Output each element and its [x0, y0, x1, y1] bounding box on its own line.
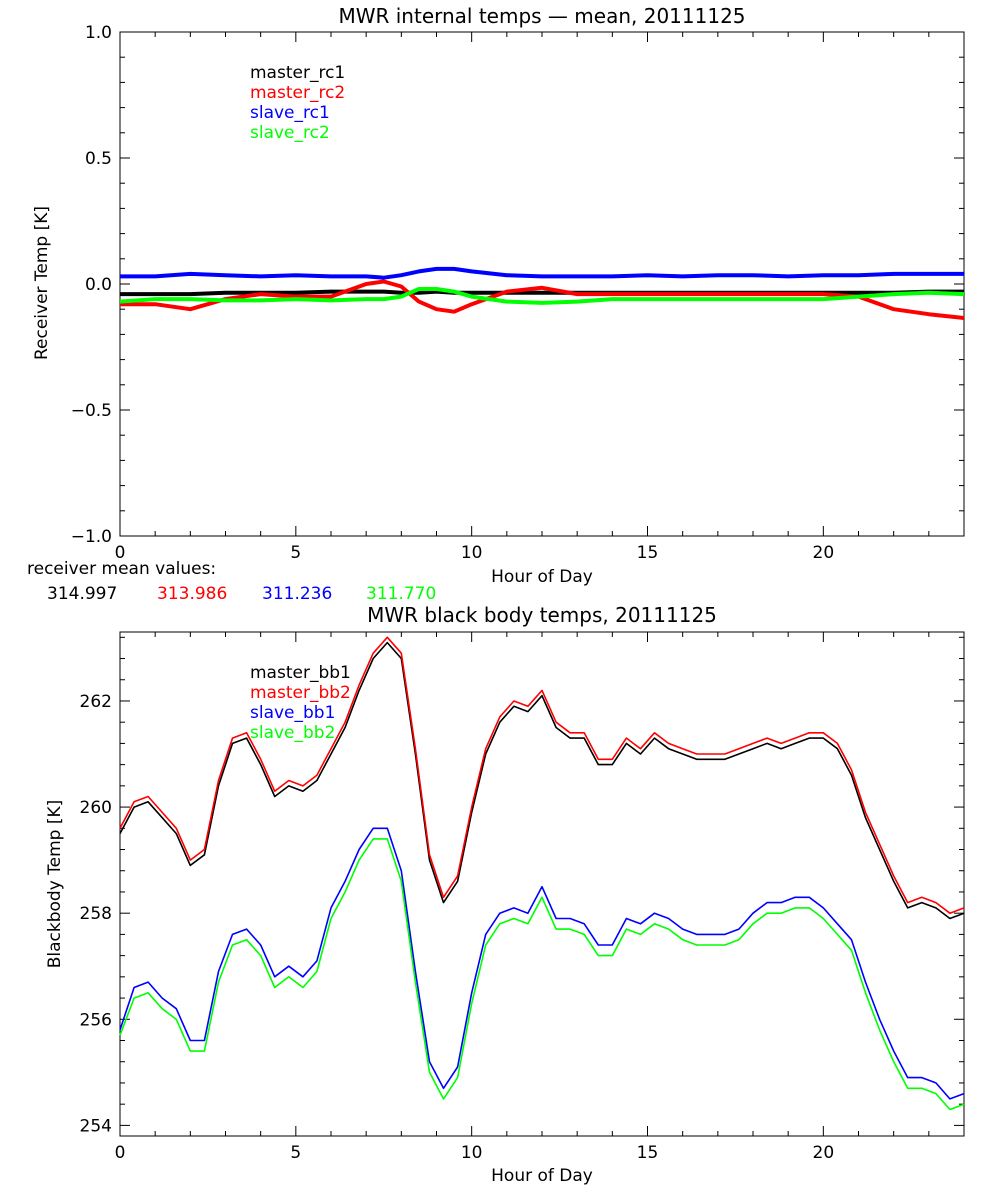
bottom-xtick-label: 10 [461, 1143, 483, 1163]
top-chart-xlabel: Hour of Day [491, 567, 593, 587]
top-legend-master-rc2: master_rc2 [250, 83, 345, 103]
receiver-mean-slave-rc2: 311.770 [366, 584, 436, 604]
bottom-legend-slave-bb1: slave_bb1 [250, 703, 335, 723]
top-ytick-label: 0.0 [85, 275, 112, 295]
bottom-chart-xlabel: Hour of Day [491, 1166, 593, 1186]
bottom-ytick-label: 256 [80, 1010, 112, 1030]
plot-layer: 0 5 10 15 20−1.0−0.50.00.51.0master_rc1maste… [71, 23, 965, 1163]
top-xtick-label: 5 [290, 543, 301, 563]
top-ytick-label: −0.5 [71, 401, 112, 421]
top-legend-slave-rc2: slave_rc2 [250, 123, 330, 143]
bottom-legend-slave-bb2: slave_bb2 [250, 723, 335, 743]
bottom-xtick-label: 0 [115, 1143, 126, 1163]
top-xtick-label: 0 [115, 543, 126, 563]
bottom-xtick-label: 5 [290, 1143, 301, 1163]
bottom-series-line-slave-bb1 [119, 827, 965, 1100]
bottom-series-line-slave-bb2 [119, 838, 965, 1111]
bottom-chart-ylabel: Blackbody Temp [K] [45, 800, 65, 969]
top-ytick-label: 0.5 [85, 149, 112, 169]
top-series-line-slave-rc1 [120, 266, 964, 280]
receiver-mean-label: receiver mean values: [27, 559, 216, 579]
top-chart-title: MWR internal temps — mean, 20111125 [338, 4, 745, 28]
bottom-ytick-label: 260 [80, 798, 112, 818]
bottom-xtick-label: 15 [637, 1143, 659, 1163]
bottom-legend-master-bb1: master_bb1 [250, 663, 351, 683]
receiver-mean-slave-rc1: 311.236 [262, 584, 332, 604]
bottom-ytick-label: 258 [80, 904, 112, 924]
bottom-ytick-label: 262 [80, 692, 112, 712]
top-xtick-label: 20 [813, 543, 835, 563]
top-series-line-slave-rc2 [119, 287, 965, 305]
bottom-series-line-master-bb1 [119, 641, 965, 920]
bottom-chart-title: MWR black body temps, 20111125 [367, 603, 717, 627]
top-ytick-label: −1.0 [71, 527, 112, 547]
receiver-mean-master-rc1: 314.997 [47, 584, 117, 604]
bottom-legend-master-bb2: master_bb2 [250, 683, 351, 703]
top-xtick-label: 15 [637, 543, 659, 563]
top-ytick-label: 1.0 [85, 23, 112, 43]
top-xtick-label: 10 [461, 543, 483, 563]
top-chart-ylabel: Receiver Temp [K] [32, 206, 52, 360]
bottom-xtick-label: 20 [813, 1143, 835, 1163]
bottom-series-line-master-bb2 [119, 636, 965, 915]
top-legend-master-rc1: master_rc1 [250, 63, 345, 83]
receiver-mean-master-rc2: 313.986 [157, 584, 227, 604]
top-legend-slave-rc1: slave_rc1 [250, 103, 330, 123]
bottom-ytick-label: 254 [80, 1116, 112, 1136]
